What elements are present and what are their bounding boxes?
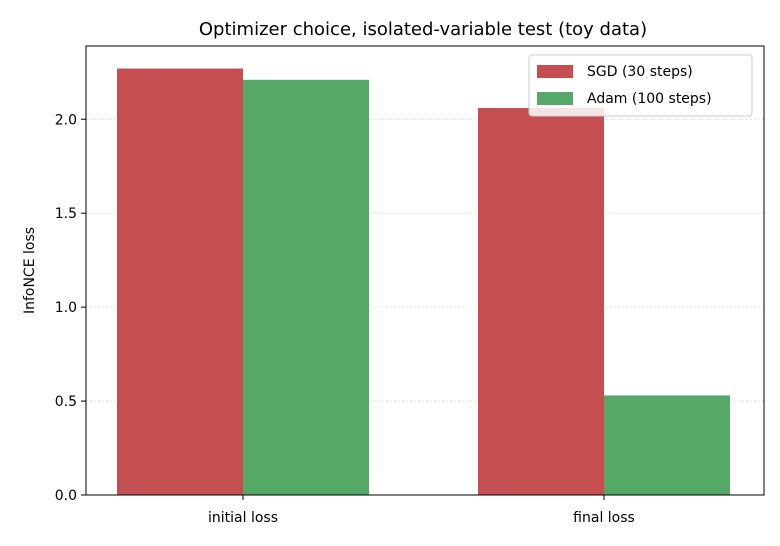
legend-entry: Adam (100 steps) — [587, 91, 712, 107]
legend-swatch — [537, 65, 573, 78]
x-axis-ticks: initial loss final loss — [208, 495, 635, 526]
y-axis-label: InfoNCE loss — [22, 227, 38, 314]
bar — [478, 108, 604, 495]
legend-swatch — [537, 92, 573, 105]
chart-title: Optimizer choice, isolated-variable test… — [199, 19, 647, 40]
y-axis-ticks: 0.0 0.5 1.0 1.5 2.0 — [55, 112, 86, 504]
bars — [117, 69, 730, 495]
y-tick-label: 1.0 — [55, 300, 77, 316]
y-tick-label: 0.0 — [55, 488, 77, 504]
bar — [604, 395, 730, 495]
x-tick-label: initial loss — [208, 510, 278, 526]
y-tick-label: 2.0 — [55, 112, 77, 128]
legend-entry: SGD (30 steps) — [587, 64, 693, 80]
bar — [243, 80, 369, 495]
x-tick-label: final loss — [573, 510, 635, 526]
y-tick-label: 0.5 — [55, 394, 77, 410]
y-tick-label: 1.5 — [55, 206, 77, 222]
legend: SGD (30 steps) Adam (100 steps) — [529, 55, 752, 116]
bar — [117, 69, 243, 495]
